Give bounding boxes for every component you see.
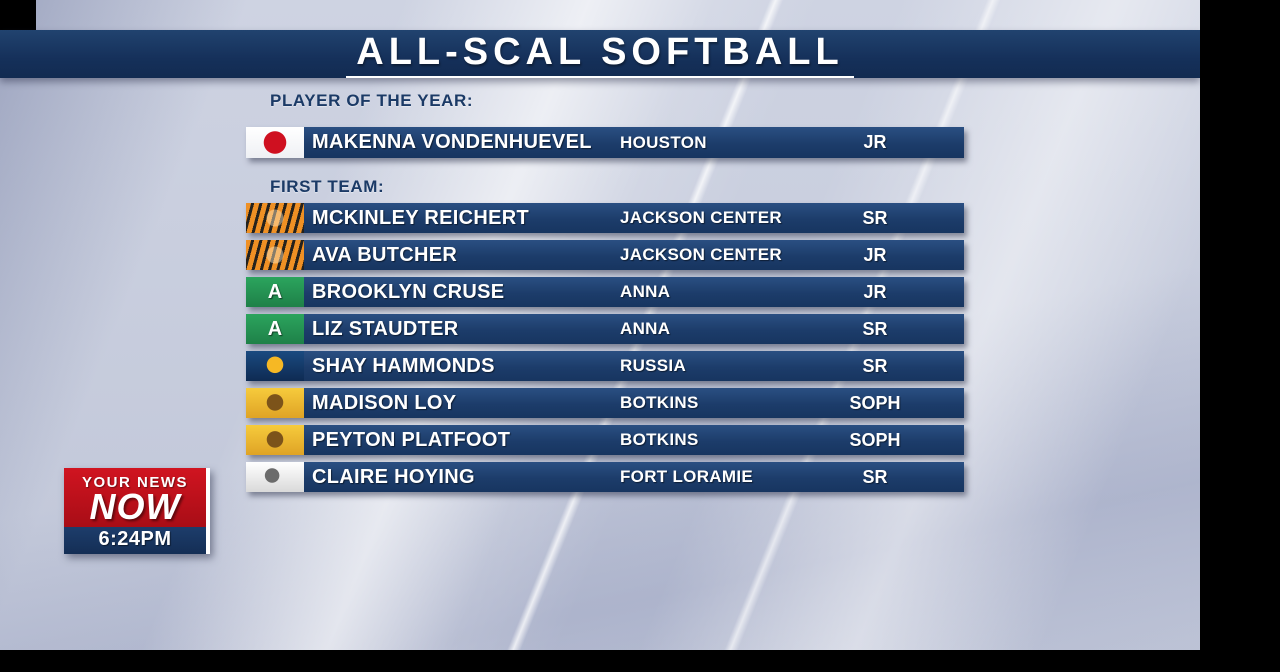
player-row: A LIZ STAUDTER ANNA SR	[246, 314, 964, 344]
anna-rockets-icon: A	[246, 314, 304, 344]
player-name: BROOKLYN CRUSE	[312, 280, 505, 303]
player-school: ANNA	[620, 282, 671, 301]
anna-rockets-icon: A	[246, 277, 304, 307]
player-name: CLAIRE HOYING	[312, 465, 475, 488]
clock-time: 6:24PM	[64, 527, 206, 555]
player-school: JACKSON CENTER	[620, 245, 782, 264]
player-school: ANNA	[620, 319, 671, 338]
icon-glyph: A	[267, 318, 283, 340]
player-bar: LIZ STAUDTER ANNA SR	[304, 314, 964, 344]
player-school: BOTKINS	[620, 393, 699, 412]
player-of-the-year-label: PLAYER OF THE YEAR:	[270, 91, 474, 110]
player-name: MADISON LOY	[312, 391, 457, 414]
player-bar: BROOKLYN CRUSE ANNA JR	[304, 277, 964, 307]
station-logo-now: NOW	[89, 486, 181, 527]
player-name: SHAY HAMMONDS	[312, 354, 495, 377]
botkins-trojans-icon	[246, 425, 304, 455]
player-year: JR	[863, 244, 887, 265]
player-year: JR	[863, 132, 887, 152]
player-bar: CLAIRE HOYING FORT LORAMIE SR	[304, 462, 964, 492]
bottom-letterbox	[0, 650, 1280, 672]
player-bar: AVA BUTCHER JACKSON CENTER JR	[304, 240, 964, 270]
player-row: MAKENNA VONDENHUEVEL HOUSTON JR	[246, 127, 964, 158]
station-logo-your-news: YOUR NEWS	[81, 474, 188, 491]
player-school: JACKSON CENTER	[620, 208, 782, 227]
player-name: LIZ STAUDTER	[312, 317, 459, 340]
player-school: FORT LORAMIE	[620, 467, 753, 486]
player-year: SOPH	[849, 429, 901, 450]
player-school: RUSSIA	[620, 356, 687, 375]
title-bar: ALL-SCAL SOFTBALL	[0, 30, 1200, 78]
russia-raiders-icon	[246, 351, 304, 381]
houston-eagle-icon	[246, 127, 304, 158]
page-title: ALL-SCAL SOFTBALL	[346, 31, 854, 78]
player-year: SR	[862, 355, 888, 376]
player-year: JR	[863, 281, 887, 302]
player-school: HOUSTON	[620, 132, 707, 152]
right-letterbox	[1200, 0, 1280, 672]
player-bar: SHAY HAMMONDS RUSSIA SR	[304, 351, 964, 381]
player-bar: PEYTON PLATFOOT BOTKINS SOPH	[304, 425, 964, 455]
player-bar: MADISON LOY BOTKINS SOPH	[304, 388, 964, 418]
station-logo: YOUR NEWS NOW 6:24PM	[64, 468, 210, 555]
player-bar: MCKINLEY REICHERT JACKSON CENTER SR	[304, 203, 964, 233]
player-school: BOTKINS	[620, 430, 699, 449]
player-row: AVA BUTCHER JACKSON CENTER JR	[246, 240, 964, 270]
icon-glyph: A	[267, 281, 283, 303]
player-row: MCKINLEY REICHERT JACKSON CENTER SR	[246, 203, 964, 233]
first-team-list: MCKINLEY REICHERT JACKSON CENTER SR AVA …	[246, 203, 964, 499]
player-bar: MAKENNA VONDENHUEVEL HOUSTON JR	[304, 127, 964, 158]
player-name: PEYTON PLATFOOT	[312, 428, 511, 451]
player-row: CLAIRE HOYING FORT LORAMIE SR	[246, 462, 964, 492]
player-name: AVA BUTCHER	[312, 243, 458, 266]
player-year: SOPH	[849, 392, 901, 413]
player-name: MCKINLEY REICHERT	[312, 206, 529, 229]
jackson-center-tiger-icon	[246, 203, 304, 233]
top-left-letterbox	[0, 0, 36, 30]
player-row: MADISON LOY BOTKINS SOPH	[246, 388, 964, 418]
player-year: SR	[862, 318, 888, 339]
player-row: SHAY HAMMONDS RUSSIA SR	[246, 351, 964, 381]
player-year: SR	[862, 466, 888, 487]
player-year: SR	[862, 207, 888, 228]
player-name: MAKENNA VONDENHUEVEL	[312, 131, 592, 153]
botkins-trojans-icon	[246, 388, 304, 418]
player-row: PEYTON PLATFOOT BOTKINS SOPH	[246, 425, 964, 455]
first-team-label: FIRST TEAM:	[270, 177, 385, 196]
fort-loramie-icon	[246, 462, 304, 492]
jackson-center-tiger-icon	[246, 240, 304, 270]
station-logo-badge: YOUR NEWS NOW	[64, 468, 206, 528]
player-row: A BROOKLYN CRUSE ANNA JR	[246, 277, 964, 307]
